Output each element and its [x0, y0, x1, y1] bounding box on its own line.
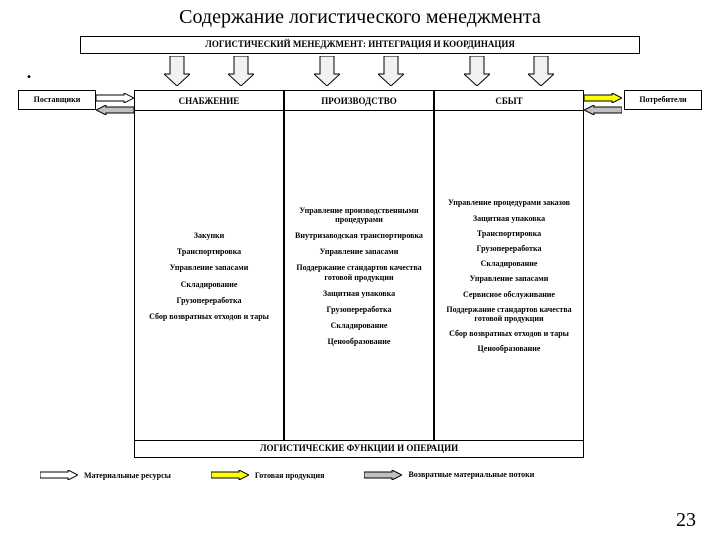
top-banner: ЛОГИСТИЧЕСКИЙ МЕНЕДЖМЕНТ: ИНТЕГРАЦИЯ И К…: [80, 36, 640, 54]
list-item: Поддержание стандартов качества готовой …: [441, 305, 577, 323]
list-item: Складирование: [141, 280, 277, 289]
list-item: Сервисное обслуживание: [441, 290, 577, 299]
consumers-box: Потребители: [624, 90, 702, 110]
list-item: Внутризаводская транспортировка: [291, 231, 427, 240]
list-item: Складирование: [291, 321, 427, 330]
list-item: Складирование: [441, 259, 577, 268]
column-body: Управление производственными процедурами…: [285, 111, 433, 441]
legend-returns: Возвратные материальные потоки: [364, 470, 548, 480]
list-item: Управление запасами: [141, 263, 277, 272]
list-item: Управление запасами: [441, 274, 577, 283]
legend-label: Материальные ресурсы: [84, 471, 171, 480]
list-item: Защитная упаковка: [291, 289, 427, 298]
finished-arrow-right: [584, 93, 622, 103]
down-arrow: [228, 56, 254, 84]
list-item: Грузопереработка: [141, 296, 277, 305]
list-item: Управление процедурами заказов: [441, 198, 577, 207]
return-arrow-left: [584, 105, 622, 115]
legend: Материальные ресурсы Готовая продукция В…: [40, 470, 690, 480]
down-arrow: [164, 56, 190, 84]
list-item: Ценообразование: [291, 337, 427, 346]
material-arrow-icon: [40, 470, 78, 480]
list-item: Сбор возвратных отходов и тары: [141, 312, 277, 321]
page-number: 23: [676, 509, 696, 532]
legend-label: Готовая продукция: [255, 471, 325, 480]
column-body: Управление процедурами заказов Защитная …: [435, 111, 583, 441]
column-sales: СБЫТ Управление процедурами заказов Защи…: [434, 90, 584, 442]
list-item: Управление производственными процедурами: [291, 206, 427, 224]
suppliers-box: Поставщики: [18, 90, 96, 110]
down-arrow: [464, 56, 490, 84]
down-arrow: [528, 56, 554, 84]
down-arrow: [378, 56, 404, 84]
bullet-dot: .: [26, 58, 32, 85]
material-arrow-right: [96, 93, 134, 103]
legend-label: Возвратные материальные потоки: [408, 471, 548, 480]
list-item: Поддержание стандартов качества готовой …: [291, 263, 427, 281]
legend-finished: Готовая продукция: [211, 470, 325, 480]
bottom-banner: ЛОГИСТИЧЕСКИЕ ФУНКЦИИ И ОПЕРАЦИИ: [134, 440, 584, 458]
page-title: Содержание логистического менеджмента: [0, 0, 720, 31]
list-item: Транспортировка: [141, 247, 277, 256]
legend-material: Материальные ресурсы: [40, 470, 171, 480]
list-item: Грузопереработка: [291, 305, 427, 314]
column-body: Закупки Транспортировка Управление запас…: [135, 111, 283, 441]
column-head: СБЫТ: [435, 91, 583, 111]
finished-arrow-icon: [211, 470, 249, 480]
column-production: ПРОИЗВОДСТВО Управление производственным…: [284, 90, 434, 442]
list-item: Транспортировка: [441, 229, 577, 238]
list-item: Грузопереработка: [441, 244, 577, 253]
down-arrow: [314, 56, 340, 84]
list-item: Управление запасами: [291, 247, 427, 256]
list-item: Ценообразование: [441, 344, 577, 353]
return-arrow-left: [96, 105, 134, 115]
column-supply: СНАБЖЕНИЕ Закупки Транспортировка Управл…: [134, 90, 284, 442]
column-head: СНАБЖЕНИЕ: [135, 91, 283, 111]
list-item: Сбор возвратных отходов и тары: [441, 329, 577, 338]
list-item: Закупки: [141, 231, 277, 240]
column-head: ПРОИЗВОДСТВО: [285, 91, 433, 111]
list-item: Защитная упаковка: [441, 214, 577, 223]
return-arrow-icon: [364, 470, 402, 480]
